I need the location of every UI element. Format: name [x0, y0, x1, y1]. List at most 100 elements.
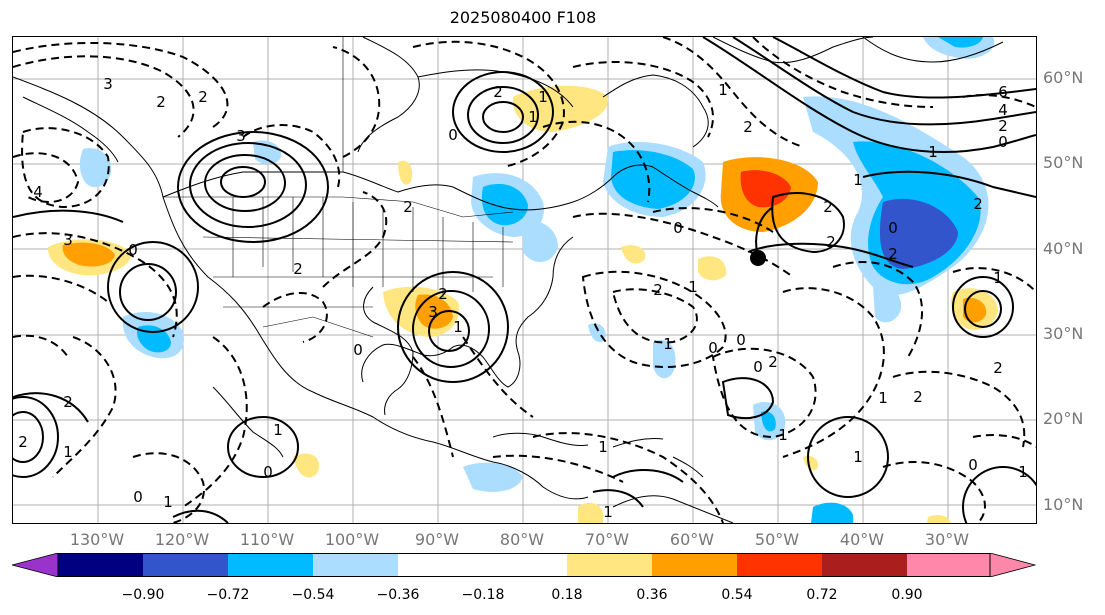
- contour-label: 1: [718, 81, 728, 99]
- colorbar-bin: [228, 553, 313, 577]
- contour-label: 2: [403, 198, 413, 216]
- colorbar-tick-label: 0.54: [721, 587, 753, 603]
- colorbar-bin: [907, 553, 990, 577]
- contour-label: 1: [993, 269, 1003, 287]
- contour-label: 2: [826, 233, 836, 251]
- colorbar-tick-label: −0.72: [206, 587, 250, 603]
- contour-label: 1: [853, 171, 863, 189]
- positive-shading: [47, 85, 998, 523]
- lon-label: 120°W: [154, 530, 210, 549]
- contour-label: 1: [603, 503, 613, 521]
- contour-label: 1: [853, 448, 863, 466]
- contour-label: 0: [353, 341, 363, 359]
- colorbar-tick-label: −0.90: [121, 587, 165, 603]
- colorbar-tick-label: 0.18: [551, 587, 583, 603]
- lon-label: 30°W: [924, 530, 970, 549]
- coastlines: [13, 37, 1004, 523]
- contour-label: 1: [63, 443, 73, 461]
- colorbar-tick-label: −0.54: [291, 587, 335, 603]
- negative-shading: [79, 37, 995, 523]
- contour-label: 0: [263, 463, 273, 481]
- contour-label: 0: [888, 219, 898, 237]
- colorbar: [12, 553, 1036, 577]
- lon-label: 90°W: [414, 530, 460, 549]
- contour-label: 2: [493, 83, 503, 101]
- contour-label: 0: [133, 488, 143, 506]
- lat-label: 40°N: [1043, 239, 1084, 258]
- map-panel: 3 2 3 2 2 1 1 0 2 2 4 3 0 2 1 2 2 3 1 0 …: [12, 36, 1037, 524]
- lon-label: 50°W: [754, 530, 800, 549]
- contour-label: 0: [968, 456, 978, 474]
- contour-label: 1: [163, 493, 173, 511]
- contour-label: 1: [928, 143, 938, 161]
- contour-label: 1: [528, 108, 538, 126]
- contour-label: 0: [708, 339, 718, 357]
- storm-position-marker: [750, 250, 766, 266]
- contour-label: 1: [273, 421, 283, 439]
- lon-label: 40°W: [839, 530, 885, 549]
- lon-label: 80°W: [499, 530, 545, 549]
- contour-labels: 3 2 3 2 2 1 1 0 2 2 4 3 0 2 1 2 2 3 1 0 …: [18, 75, 1028, 521]
- contour-label: 2: [198, 88, 208, 106]
- lon-label: 100°W: [324, 530, 380, 549]
- contour-label: 1: [688, 278, 698, 296]
- colorbar-tick-label: 0.72: [806, 587, 838, 603]
- contour-label: 1: [663, 335, 673, 353]
- contour-label: 1: [778, 426, 788, 444]
- contour-label: 1: [598, 438, 608, 456]
- contour-label: 2: [993, 359, 1003, 377]
- colorbar-bin: [58, 553, 143, 577]
- contour-label: 4: [998, 101, 1008, 119]
- contour-label: 2: [63, 393, 73, 411]
- contour-label: 3: [428, 303, 438, 321]
- colorbar-bin: [737, 553, 822, 577]
- contour-label: 2: [888, 245, 898, 263]
- contour-label: 3: [103, 75, 113, 93]
- contour-label: 0: [128, 241, 138, 259]
- contour-label: 0: [448, 126, 458, 144]
- contour-label: 2: [998, 117, 1008, 135]
- lat-label: 50°N: [1043, 153, 1084, 172]
- lon-label: 130°W: [69, 530, 125, 549]
- lat-label: 60°N: [1043, 68, 1084, 87]
- colorbar-tick-label: 0.36: [636, 587, 668, 603]
- contour-label: 0: [736, 331, 746, 349]
- contour-label: 0: [998, 133, 1008, 151]
- colorbar-bin: [567, 553, 652, 577]
- lon-label: 70°W: [584, 530, 630, 549]
- contour-label: 2: [823, 198, 833, 216]
- contour-label: 2: [913, 388, 923, 406]
- lat-label: 20°N: [1043, 409, 1084, 428]
- colorbar-bin: [398, 553, 567, 577]
- contour-label: 1: [538, 88, 548, 106]
- contour-label: 2: [18, 433, 28, 451]
- contour-label: 0: [753, 358, 763, 376]
- contour-label: 0: [673, 219, 683, 237]
- lon-label: 110°W: [239, 530, 295, 549]
- contour-label: 2: [293, 260, 303, 278]
- contour-label: 6: [998, 83, 1008, 101]
- contour-label: 2: [653, 281, 663, 299]
- colorbar-bin: [143, 553, 228, 577]
- contour-label: 2: [743, 118, 753, 136]
- colorbar-over-arrow: [989, 553, 1036, 577]
- dashed-contours: [13, 37, 1036, 523]
- contour-label: 2: [973, 195, 983, 213]
- lon-label: 60°W: [669, 530, 715, 549]
- contour-label: 1: [1018, 463, 1028, 481]
- contour-label: 3: [63, 231, 73, 249]
- contour-label: 1: [453, 318, 463, 336]
- lat-label: 10°N: [1043, 495, 1084, 514]
- contour-label: 4: [33, 183, 43, 201]
- contour-label: 3: [236, 127, 246, 145]
- contour-label: 2: [438, 285, 448, 303]
- colorbar-bin: [822, 553, 907, 577]
- contour-label: 2: [768, 353, 778, 371]
- contour-label: 2: [156, 93, 166, 111]
- contour-label: 1: [878, 389, 888, 407]
- solid-contours: [13, 37, 1036, 523]
- colorbar-bin: [313, 553, 398, 577]
- colorbar-bin: [652, 553, 737, 577]
- map-title: 2025080400 F108: [449, 8, 597, 27]
- borders: [163, 37, 514, 338]
